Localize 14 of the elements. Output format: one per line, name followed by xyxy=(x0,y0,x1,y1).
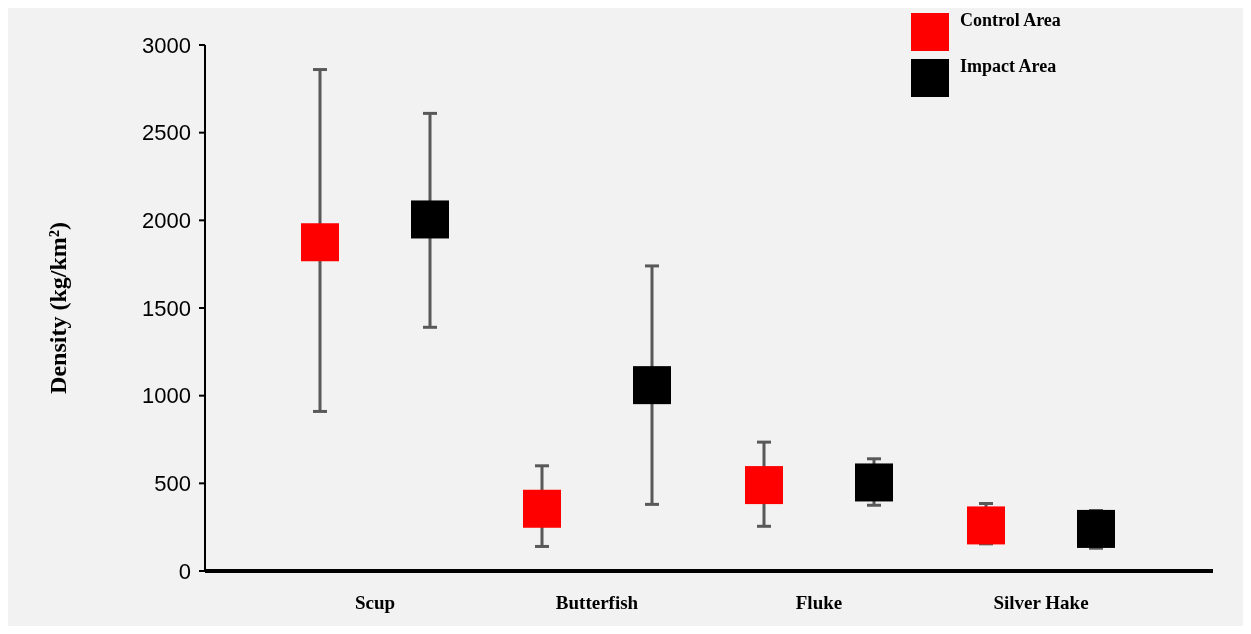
y-tick-label: 1500 xyxy=(142,295,191,321)
y-tick-label: 2500 xyxy=(142,120,191,146)
x-tick-label: Scup xyxy=(354,592,396,613)
y-axis-title: Density (kg/km²) xyxy=(45,222,71,394)
y-tick-label: 500 xyxy=(154,471,191,497)
x-tick-label: Butterfish xyxy=(555,592,639,613)
y-tick-label: 2000 xyxy=(142,208,191,234)
y-tick-label: 3000 xyxy=(142,32,191,58)
x-tick-label: Fluke xyxy=(795,592,843,613)
x-tick-label: Silver Hake xyxy=(993,592,1089,613)
legend-label: Control Area xyxy=(960,10,1061,30)
legend-label: Impact Area xyxy=(960,56,1057,76)
y-tick-label: 0 xyxy=(178,558,191,584)
y-tick-label: 1000 xyxy=(142,383,191,409)
